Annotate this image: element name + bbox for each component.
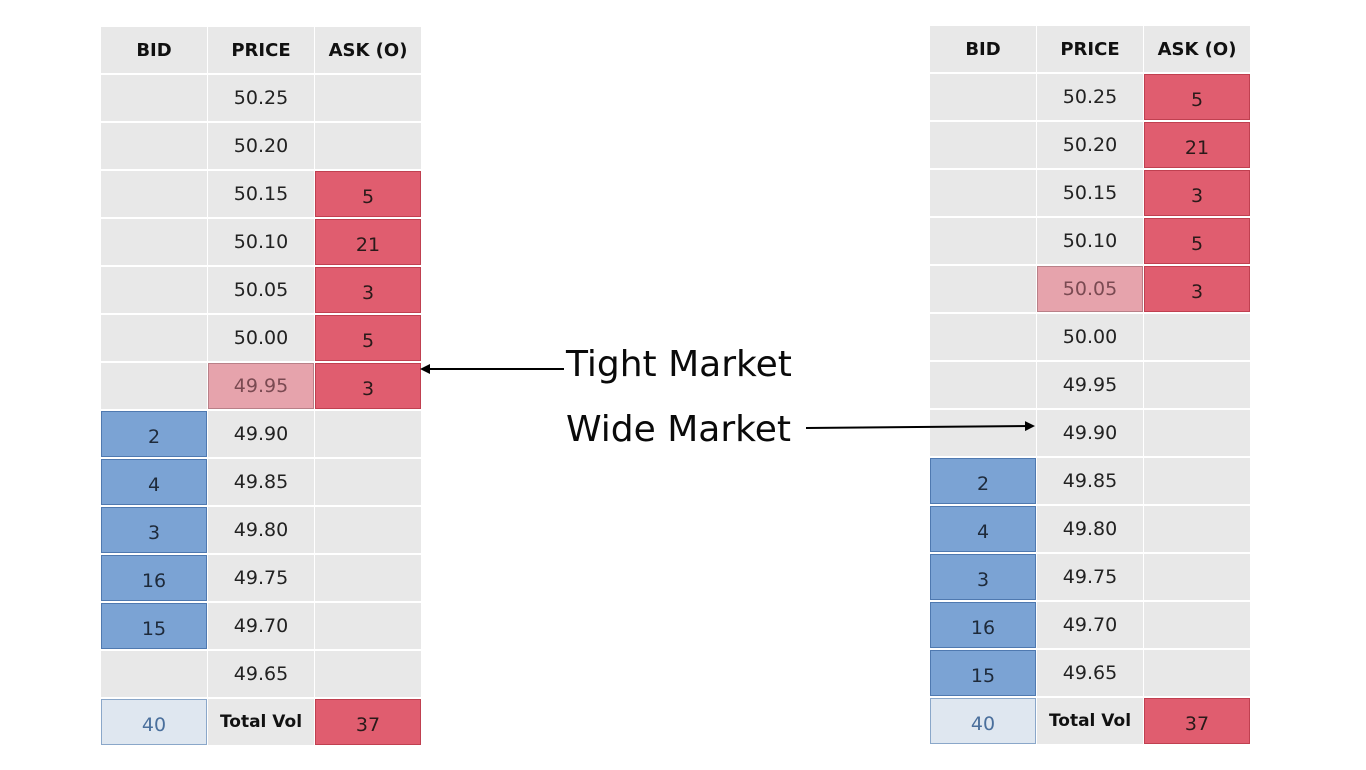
price-cell: 50.20 — [1037, 122, 1143, 168]
ask-volume-cell: 3 — [1144, 266, 1250, 312]
bid-empty-cell — [101, 315, 207, 361]
price-cell: 50.00 — [1037, 314, 1143, 360]
price-cell: 50.00 — [208, 315, 314, 361]
bid-empty-cell — [930, 410, 1036, 456]
ask-volume-cell: 5 — [315, 315, 421, 361]
header-price: PRICE — [1037, 26, 1143, 72]
total-ask-volume: 37 — [315, 699, 421, 745]
header-bid: BID — [101, 27, 207, 73]
price-cell: 49.80 — [1037, 506, 1143, 552]
price-cell: 50.15 — [208, 171, 314, 217]
ask-empty-cell — [315, 507, 421, 553]
price-cell: 49.70 — [208, 603, 314, 649]
bid-empty-cell — [930, 266, 1036, 312]
ask-empty-cell — [315, 459, 421, 505]
ask-volume-cell: 5 — [1144, 74, 1250, 120]
price-cell: 49.75 — [1037, 554, 1143, 600]
ask-volume-cell: 21 — [1144, 122, 1250, 168]
bid-volume-cell: 15 — [930, 650, 1036, 696]
ask-empty-cell — [315, 75, 421, 121]
price-cell: 50.05 — [208, 267, 314, 313]
ask-empty-cell — [1144, 362, 1250, 408]
bid-empty-cell — [930, 122, 1036, 168]
bid-empty-cell — [101, 363, 207, 409]
price-cell: 50.25 — [1037, 74, 1143, 120]
price-cell: 50.25 — [208, 75, 314, 121]
bid-empty-cell — [101, 651, 207, 697]
header-ask: ASK (O) — [315, 27, 421, 73]
bid-empty-cell — [101, 171, 207, 217]
total-volume-label: Total Vol — [1037, 698, 1143, 744]
total-bid-volume: 40 — [101, 699, 207, 745]
price-cell: 49.80 — [208, 507, 314, 553]
ask-volume-cell: 3 — [315, 267, 421, 313]
ask-empty-cell — [315, 411, 421, 457]
bid-volume-cell: 15 — [101, 603, 207, 649]
wide-market-arrow — [805, 421, 1035, 432]
bid-volume-cell: 3 — [930, 554, 1036, 600]
price-cell: 49.95 — [1037, 362, 1143, 408]
bid-volume-cell: 3 — [101, 507, 207, 553]
bid-empty-cell — [101, 75, 207, 121]
total-volume-label: Total Vol — [208, 699, 314, 745]
bid-empty-cell — [930, 170, 1036, 216]
ask-empty-cell — [1144, 410, 1250, 456]
bid-volume-cell: 16 — [101, 555, 207, 601]
ask-empty-cell — [1144, 554, 1250, 600]
ask-empty-cell — [1144, 506, 1250, 552]
ask-empty-cell — [1144, 602, 1250, 648]
price-cell: 49.90 — [1037, 410, 1143, 456]
price-cell: 49.90 — [208, 411, 314, 457]
bid-empty-cell — [930, 218, 1036, 264]
ask-empty-cell — [1144, 458, 1250, 504]
price-cell: 50.05 — [1037, 266, 1143, 312]
bid-volume-cell: 2 — [101, 411, 207, 457]
ask-empty-cell — [315, 555, 421, 601]
tight-market-order-book: BID PRICE ASK (O) 50.25 50.20 50.15 5 50.10 21 50… — [101, 27, 421, 745]
price-cell: 50.10 — [1037, 218, 1143, 264]
tight-market-label: Tight Market — [566, 344, 792, 385]
price-cell: 50.20 — [208, 123, 314, 169]
price-cell: 50.10 — [208, 219, 314, 265]
ask-empty-cell — [315, 603, 421, 649]
price-cell: 49.65 — [1037, 650, 1143, 696]
wide-market-label: Wide Market — [566, 409, 791, 450]
bid-volume-cell: 2 — [930, 458, 1036, 504]
ask-volume-cell: 3 — [315, 363, 421, 409]
ask-empty-cell — [1144, 314, 1250, 360]
price-cell: 50.15 — [1037, 170, 1143, 216]
bid-volume-cell: 4 — [101, 459, 207, 505]
price-cell: 49.85 — [208, 459, 314, 505]
price-cell: 49.65 — [208, 651, 314, 697]
wide-market-order-book: BID PRICE ASK (O) 50.25 5 50.20 21 50.15 3 50.10 5… — [930, 26, 1250, 744]
bid-empty-cell — [101, 123, 207, 169]
bid-empty-cell — [101, 267, 207, 313]
price-cell: 49.75 — [208, 555, 314, 601]
ask-volume-cell: 21 — [315, 219, 421, 265]
price-cell: 49.95 — [208, 363, 314, 409]
total-ask-volume: 37 — [1144, 698, 1250, 744]
ask-empty-cell — [1144, 650, 1250, 696]
bid-empty-cell — [930, 314, 1036, 360]
bid-empty-cell — [930, 362, 1036, 408]
price-cell: 49.70 — [1037, 602, 1143, 648]
bid-volume-cell: 4 — [930, 506, 1036, 552]
ask-empty-cell — [315, 123, 421, 169]
total-bid-volume: 40 — [930, 698, 1036, 744]
bid-volume-cell: 16 — [930, 602, 1036, 648]
ask-volume-cell: 3 — [1144, 170, 1250, 216]
price-cell: 49.85 — [1037, 458, 1143, 504]
ask-volume-cell: 5 — [1144, 218, 1250, 264]
ask-volume-cell: 5 — [315, 171, 421, 217]
header-price: PRICE — [208, 27, 314, 73]
bid-empty-cell — [101, 219, 207, 265]
ask-empty-cell — [315, 651, 421, 697]
header-ask: ASK (O) — [1144, 26, 1250, 72]
header-bid: BID — [930, 26, 1036, 72]
bid-empty-cell — [930, 74, 1036, 120]
